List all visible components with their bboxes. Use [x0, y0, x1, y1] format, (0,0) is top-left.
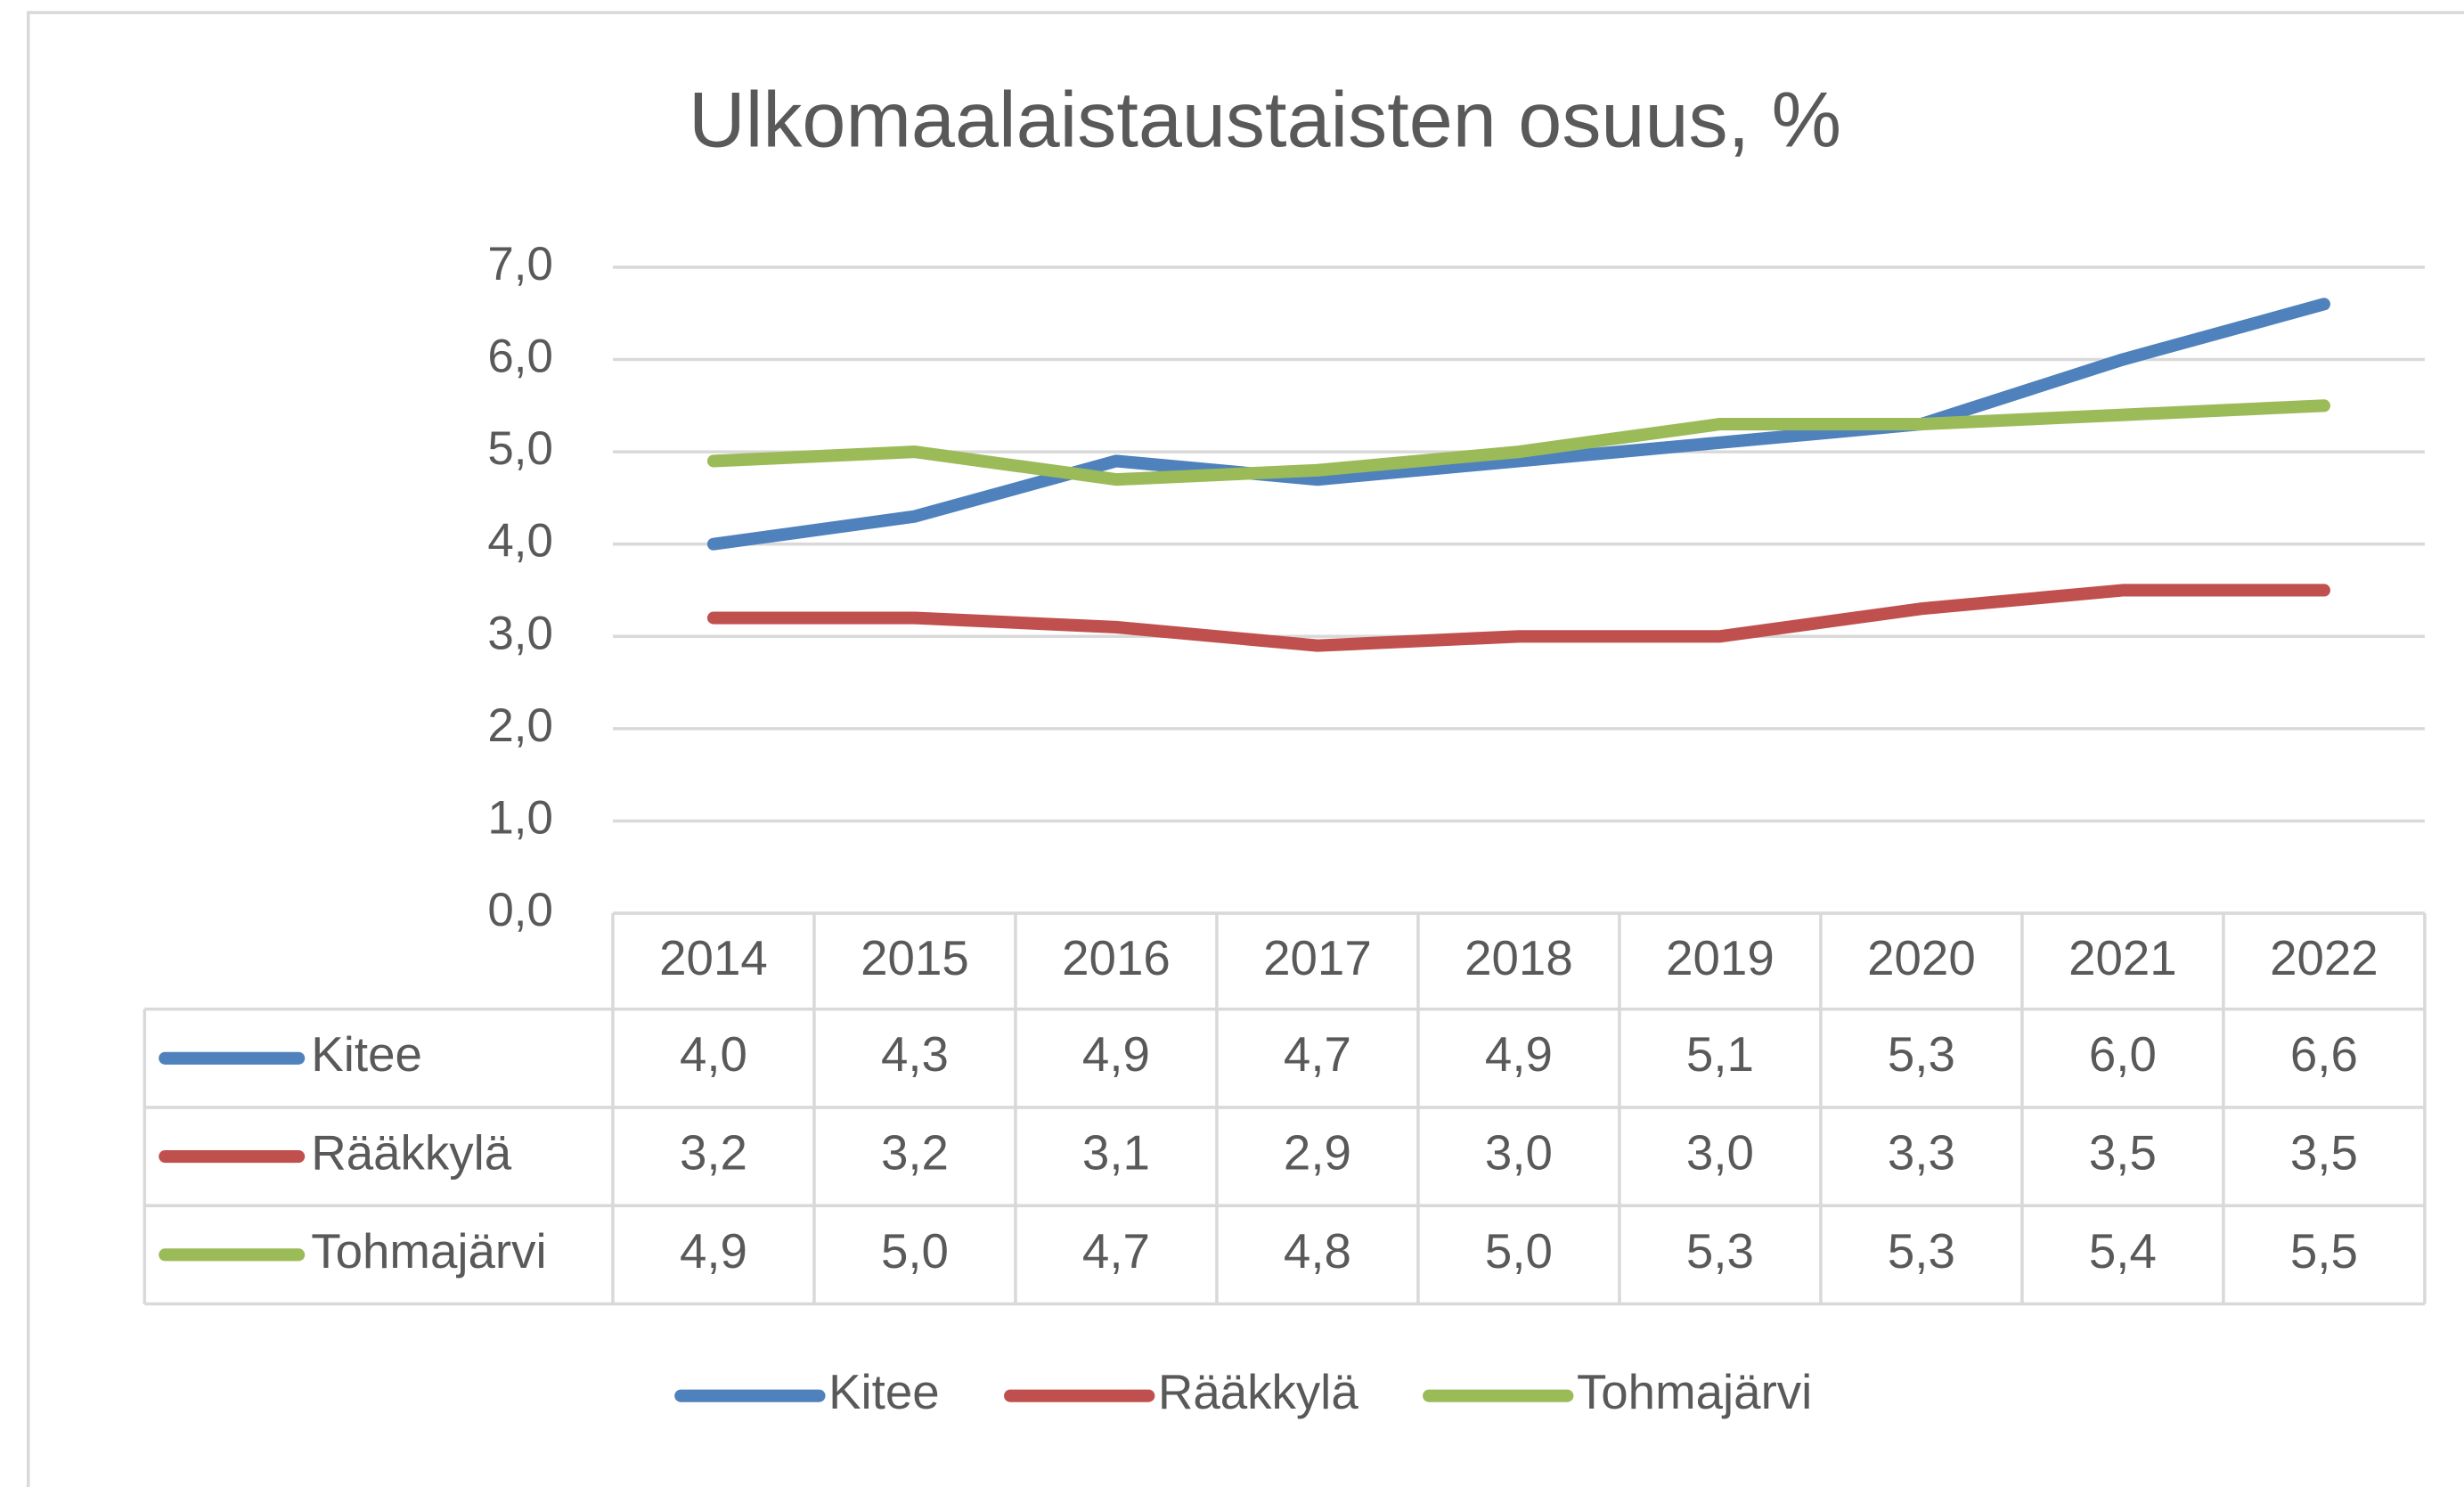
- table-row-label: Tohmajärvi: [311, 1223, 546, 1279]
- legend-label: Kitee: [828, 1364, 940, 1419]
- y-tick-label: 7,0: [487, 238, 553, 290]
- y-tick-label: 1,0: [487, 791, 553, 844]
- x-tick-label: 2020: [1867, 930, 1976, 985]
- y-tick-label: 6,0: [487, 330, 553, 382]
- table-cell: 3,3: [1888, 1124, 1955, 1180]
- x-tick-label: 2015: [861, 930, 969, 985]
- table-cell: 4,3: [881, 1026, 949, 1082]
- table-cell: 3,2: [881, 1124, 949, 1180]
- table-cell: 4,7: [1082, 1223, 1150, 1279]
- table-cell: 4,8: [1284, 1223, 1351, 1279]
- chart-title: Ulkomaalaistaustaisten osuus, %: [689, 75, 1841, 163]
- table-row-label: Rääkkylä: [311, 1124, 511, 1180]
- y-tick-label: 4,0: [487, 515, 553, 568]
- y-tick-label: 0,0: [487, 884, 553, 936]
- table-cell: 5,0: [881, 1223, 949, 1279]
- table-cell: 5,1: [1686, 1026, 1754, 1082]
- table-cell: 3,1: [1082, 1124, 1150, 1180]
- y-tick-label: 2,0: [487, 699, 553, 752]
- table-cell: 6,6: [2290, 1026, 2358, 1082]
- table-cell: 6,0: [2089, 1026, 2157, 1082]
- legend-label: Rääkkylä: [1158, 1364, 1358, 1419]
- table-cell: 4,9: [1485, 1026, 1553, 1082]
- x-tick-label: 2021: [2068, 930, 2177, 985]
- table-cell: 4,9: [1082, 1026, 1150, 1082]
- table-cell: 5,3: [1888, 1223, 1955, 1279]
- table-cell: 5,5: [2290, 1223, 2358, 1279]
- series-line: [706, 399, 2330, 486]
- x-tick-label: 2022: [2270, 930, 2378, 985]
- table-cell: 5,4: [2089, 1223, 2157, 1279]
- y-tick-label: 5,0: [487, 422, 553, 475]
- series-line: [706, 584, 2330, 652]
- x-tick-label: 2017: [1263, 930, 1372, 985]
- table-cell: 3,5: [2089, 1124, 2157, 1180]
- table-cell: 2,9: [1284, 1124, 1351, 1180]
- x-tick-label: 2019: [1666, 930, 1775, 985]
- chart-border: [26, 11, 2464, 1487]
- table-cell: 4,0: [680, 1026, 747, 1082]
- legend-label: Tohmajärvi: [1577, 1364, 1812, 1419]
- x-tick-label: 2016: [1062, 930, 1171, 985]
- table-cell: 5,3: [1686, 1223, 1754, 1279]
- table-cell: 3,0: [1686, 1124, 1754, 1180]
- x-tick-label: 2018: [1465, 930, 1573, 985]
- table-cell: 5,0: [1485, 1223, 1553, 1279]
- series-line: [706, 298, 2330, 551]
- table-cell: 5,3: [1888, 1026, 1955, 1082]
- y-tick-label: 3,0: [487, 607, 553, 659]
- table-cell: 4,7: [1284, 1026, 1351, 1082]
- x-tick-label: 2014: [659, 930, 768, 985]
- table-cell: 3,0: [1485, 1124, 1553, 1180]
- table-cell: 3,5: [2290, 1124, 2358, 1180]
- table-cell: 4,9: [680, 1223, 747, 1279]
- table-cell: 3,2: [680, 1124, 747, 1180]
- table-row-label: Kitee: [311, 1026, 422, 1082]
